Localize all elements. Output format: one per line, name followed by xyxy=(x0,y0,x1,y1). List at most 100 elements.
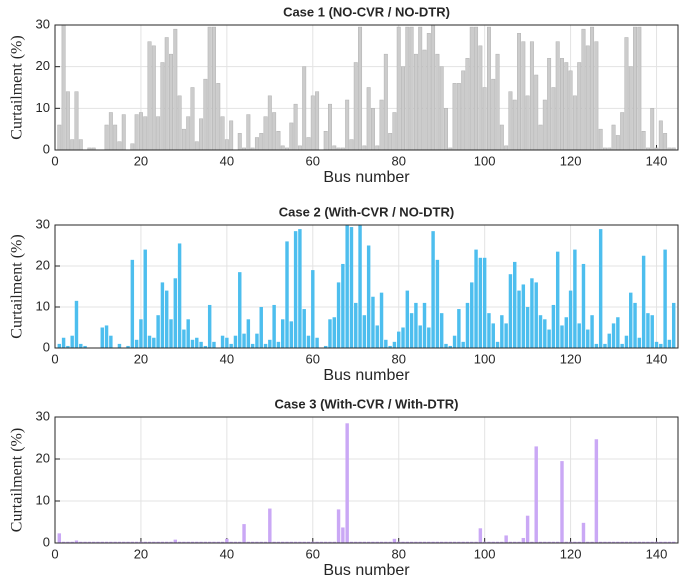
y-tick-label: 20 xyxy=(36,257,50,272)
bar xyxy=(370,108,375,151)
bar xyxy=(138,112,143,151)
bar xyxy=(637,26,642,151)
x-tick-label: 20 xyxy=(134,153,148,168)
bar xyxy=(538,541,543,543)
bar xyxy=(495,341,500,348)
y-tick-label: 10 xyxy=(36,298,50,313)
bar xyxy=(169,319,173,348)
bar xyxy=(534,446,538,543)
bar xyxy=(212,341,216,348)
bar xyxy=(478,528,483,543)
bar xyxy=(620,343,624,348)
bar xyxy=(156,116,161,151)
bar xyxy=(525,95,530,151)
bar xyxy=(276,541,281,543)
bar xyxy=(126,541,130,543)
bar xyxy=(66,541,70,543)
bar xyxy=(203,345,208,348)
bar xyxy=(66,345,70,348)
axes-frame xyxy=(54,224,679,349)
bar xyxy=(366,87,371,151)
bar xyxy=(431,231,435,348)
bar xyxy=(586,329,590,348)
bar xyxy=(160,282,165,348)
x-tick-label: 40 xyxy=(220,153,234,168)
bar xyxy=(435,541,440,543)
bar xyxy=(585,45,590,151)
bar xyxy=(220,335,225,348)
bar xyxy=(629,541,633,543)
bar xyxy=(225,337,229,348)
bar xyxy=(121,114,126,151)
bar xyxy=(147,335,152,348)
bar xyxy=(491,541,495,543)
bar xyxy=(109,541,113,543)
bar xyxy=(74,300,79,348)
bar xyxy=(452,83,457,151)
bar xyxy=(384,541,388,543)
bar xyxy=(207,541,212,543)
bar xyxy=(615,135,620,151)
bar xyxy=(500,541,504,543)
x-tick-label: 80 xyxy=(391,351,405,366)
bar xyxy=(590,26,595,151)
bar xyxy=(388,541,392,543)
bar xyxy=(156,541,160,543)
bar xyxy=(113,541,117,543)
bar xyxy=(659,343,663,348)
bar xyxy=(495,541,500,543)
y-tick-label: 0 xyxy=(43,141,50,156)
bar xyxy=(272,304,276,348)
bar xyxy=(392,341,397,348)
bar xyxy=(268,339,272,348)
bar xyxy=(203,78,208,151)
bar xyxy=(87,541,92,543)
bar xyxy=(246,541,251,543)
bar xyxy=(57,124,62,151)
y-tick-label: 0 xyxy=(43,534,50,549)
bar xyxy=(65,91,70,151)
bar xyxy=(465,302,470,348)
bar xyxy=(663,249,667,348)
bar xyxy=(439,66,444,151)
bar xyxy=(500,315,504,348)
bar xyxy=(594,343,599,348)
bar xyxy=(353,62,358,151)
bar xyxy=(508,274,513,348)
bar xyxy=(418,26,423,151)
bar xyxy=(302,309,306,348)
bar xyxy=(637,337,642,348)
bar xyxy=(641,131,646,151)
bar xyxy=(375,325,379,348)
bar xyxy=(616,541,620,543)
bar xyxy=(229,343,233,348)
bar xyxy=(388,133,393,151)
bar xyxy=(293,541,298,543)
bar xyxy=(491,78,496,151)
bar xyxy=(611,124,616,151)
y-tick-label: 0 xyxy=(43,339,50,354)
bar xyxy=(431,24,436,151)
x-tick-label: 140 xyxy=(646,546,668,561)
bar xyxy=(388,345,392,348)
bar xyxy=(555,541,560,543)
bar xyxy=(551,87,556,151)
bar xyxy=(448,541,453,543)
bar xyxy=(358,225,362,348)
bar xyxy=(109,335,113,348)
bar xyxy=(259,133,264,151)
bar xyxy=(328,319,332,348)
bar xyxy=(650,315,654,348)
bar xyxy=(328,103,332,151)
bar xyxy=(573,541,577,543)
bar xyxy=(332,317,336,348)
bar xyxy=(594,439,599,543)
axes-frame xyxy=(54,24,679,151)
x-tick-label: 140 xyxy=(646,153,668,168)
bar xyxy=(397,541,401,543)
bar xyxy=(547,329,551,348)
bar xyxy=(310,95,315,151)
bar xyxy=(254,137,259,151)
bar xyxy=(482,257,487,348)
bar xyxy=(229,541,233,543)
